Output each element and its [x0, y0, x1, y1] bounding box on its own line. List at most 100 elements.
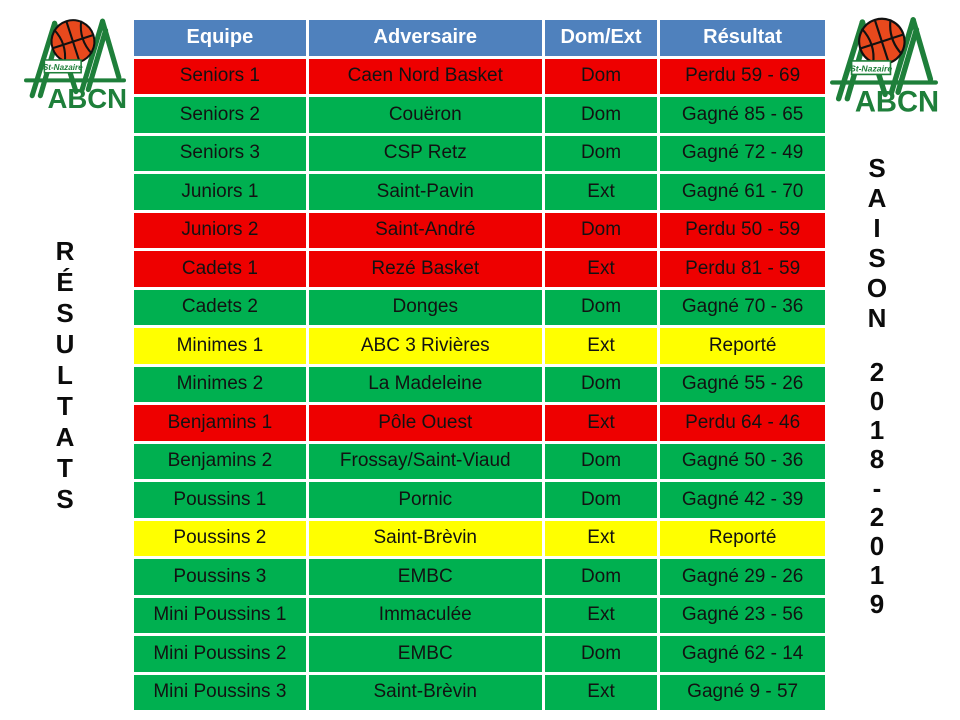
cell-dom-ext: Ext — [544, 597, 658, 633]
table-row: Cadets 1 Rezé Basket Ext Perdu 81 - 59 — [134, 251, 825, 287]
vertical-letter: A — [55, 422, 75, 452]
cell-resultat: Gagné 50 - 36 — [660, 443, 825, 479]
cell-dom-ext: Ext — [544, 520, 658, 556]
cell-resultat: Perdu 50 - 59 — [660, 212, 825, 248]
cell-resultat: Gagné 61 - 70 — [660, 174, 825, 210]
city-banner: St-Nazaire — [850, 60, 892, 76]
table-row: Poussins 2 Saint-Brèvin Ext Reporté — [134, 520, 825, 556]
city-banner: St-Nazaire — [43, 59, 83, 74]
cell-equipe: Cadets 2 — [134, 289, 306, 325]
table-row: Poussins 1 Pornic Dom Gagné 42 - 39 — [134, 482, 825, 518]
table-row: Mini Poussins 1 Immaculée Ext Gagné 23 - 56 — [134, 597, 825, 633]
vertical-letter: O — [866, 273, 888, 303]
cell-adversaire: Couëron — [308, 97, 542, 133]
vertical-letter: 9 — [869, 589, 885, 619]
cell-dom-ext: Dom — [544, 212, 658, 248]
cell-resultat: Gagné 70 - 36 — [660, 289, 825, 325]
cell-dom-ext: Dom — [544, 97, 658, 133]
table-row: Mini Poussins 2 EMBC Dom Gagné 62 - 14 — [134, 636, 825, 672]
cell-resultat: Reporté — [660, 328, 825, 364]
cell-dom-ext: Dom — [544, 289, 658, 325]
cell-resultat: Perdu 59 - 69 — [660, 58, 825, 94]
cell-dom-ext: Ext — [544, 251, 658, 287]
column-header-adversaire: Adversaire — [308, 20, 542, 56]
cell-resultat: Gagné 72 - 49 — [660, 135, 825, 171]
column-header-resultat: Résultat — [660, 20, 825, 56]
cell-resultat: Perdu 64 - 46 — [660, 405, 825, 441]
vertical-letter: S — [56, 298, 74, 328]
basketball-icon — [858, 17, 906, 66]
vertical-letter: - — [872, 473, 882, 503]
city-label: St-Nazaire — [43, 63, 83, 72]
cell-adversaire: ABC 3 Rivières — [308, 328, 542, 364]
club-short-label: ABCN — [47, 83, 126, 112]
letter-a-shapes — [830, 17, 938, 102]
vertical-letter: 0 — [869, 531, 885, 561]
cell-equipe: Mini Poussins 1 — [134, 597, 306, 633]
vertical-letter: 1 — [869, 560, 885, 590]
table-row: Mini Poussins 3 Saint-Brèvin Ext Gagné 9 - … — [134, 674, 825, 710]
cell-adversaire: CSP Retz — [308, 135, 542, 171]
cell-equipe: Poussins 3 — [134, 559, 306, 595]
cell-adversaire: Frossay/Saint-Viaud — [308, 443, 542, 479]
cell-resultat: Gagné 42 - 39 — [660, 482, 825, 518]
cell-adversaire: Caen Nord Basket — [308, 58, 542, 94]
cell-equipe: Poussins 2 — [134, 520, 306, 556]
cell-equipe: Minimes 2 — [134, 366, 306, 402]
cell-adversaire: Pornic — [308, 482, 542, 518]
table-row: Minimes 1 ABC 3 Rivières Ext Reporté — [134, 328, 825, 364]
table-row: Benjamins 1 Pôle Ouest Ext Perdu 64 - 46 — [134, 405, 825, 441]
cell-adversaire: Immaculée — [308, 597, 542, 633]
table-row: Poussins 3 EMBC Dom Gagné 29 - 26 — [134, 559, 825, 595]
abcn-club-logo: St-Nazaire ABCN — [830, 17, 938, 116]
cell-resultat: Gagné 62 - 14 — [660, 636, 825, 672]
cell-resultat: Gagné 29 - 26 — [660, 559, 825, 595]
cell-equipe: Poussins 1 — [134, 482, 306, 518]
table-row: Minimes 2 La Madeleine Dom Gagné 55 - 26 — [134, 366, 825, 402]
cell-dom-ext: Dom — [544, 443, 658, 479]
table-header-row: Equipe Adversaire Dom/Ext Résultat — [134, 20, 825, 56]
cell-adversaire: Saint-Pavin — [308, 174, 542, 210]
cell-resultat: Gagné 55 - 26 — [660, 366, 825, 402]
abcn-club-logo: St-Nazaire ABCN — [24, 18, 126, 112]
cell-dom-ext: Ext — [544, 174, 658, 210]
vertical-letter: 8 — [869, 444, 885, 474]
cell-equipe: Juniors 2 — [134, 212, 306, 248]
cell-equipe: Benjamins 2 — [134, 443, 306, 479]
vertical-letter: N — [867, 303, 887, 333]
cell-resultat: Gagné 23 - 56 — [660, 597, 825, 633]
cell-dom-ext: Dom — [544, 58, 658, 94]
table-row: Seniors 2 Couëron Dom Gagné 85 - 65 — [134, 97, 825, 133]
results-table: Equipe Adversaire Dom/Ext Résultat Senio… — [134, 20, 825, 710]
vertical-letter: É — [56, 267, 74, 297]
cell-equipe: Seniors 2 — [134, 97, 306, 133]
cell-adversaire: Saint-André — [308, 212, 542, 248]
cell-adversaire: Pôle Ouest — [308, 405, 542, 441]
table-row: Seniors 3 CSP Retz Dom Gagné 72 - 49 — [134, 135, 825, 171]
cell-equipe: Juniors 1 — [134, 174, 306, 210]
table-row: Seniors 1 Caen Nord Basket Dom Perdu 59 - 6… — [134, 58, 825, 94]
cell-dom-ext: Ext — [544, 328, 658, 364]
cell-equipe: Seniors 3 — [134, 135, 306, 171]
cell-adversaire: Rezé Basket — [308, 251, 542, 287]
cell-adversaire: EMBC — [308, 636, 542, 672]
vertical-letter: T — [57, 453, 73, 483]
club-short-label: ABCN — [855, 87, 938, 116]
table-row: Juniors 1 Saint-Pavin Ext Gagné 61 - 70 — [134, 174, 825, 210]
vertical-letter: U — [55, 329, 75, 359]
cell-dom-ext: Ext — [544, 674, 658, 710]
column-header-dom-ext: Dom/Ext — [544, 20, 658, 56]
cell-dom-ext: Dom — [544, 135, 658, 171]
city-label: St-Nazaire — [850, 64, 892, 74]
vertical-letter: 2 — [869, 357, 885, 387]
vertical-letter: R — [55, 236, 75, 266]
cell-equipe: Cadets 1 — [134, 251, 306, 287]
cell-adversaire: EMBC — [308, 559, 542, 595]
vertical-letter: T — [57, 391, 73, 421]
vertical-letter: S — [868, 153, 886, 183]
cell-adversaire: Saint-Brèvin — [308, 520, 542, 556]
cell-resultat: Perdu 81 - 59 — [660, 251, 825, 287]
